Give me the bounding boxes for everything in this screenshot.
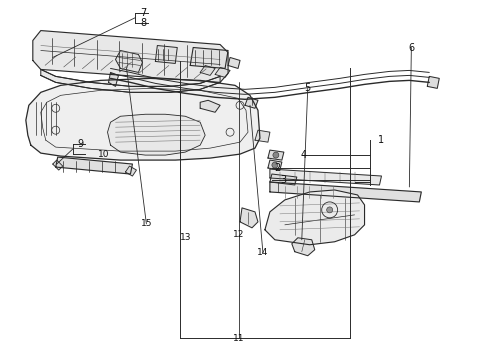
Polygon shape xyxy=(200,100,220,112)
Polygon shape xyxy=(268,160,282,170)
Text: 12: 12 xyxy=(233,230,245,239)
Polygon shape xyxy=(53,160,63,170)
Text: 15: 15 xyxy=(141,219,152,228)
Text: 5: 5 xyxy=(305,84,311,93)
Polygon shape xyxy=(116,50,143,72)
Polygon shape xyxy=(255,130,270,142)
Polygon shape xyxy=(427,76,439,88)
Text: 4: 4 xyxy=(301,150,307,160)
Polygon shape xyxy=(200,66,215,75)
Circle shape xyxy=(272,162,278,168)
Text: 14: 14 xyxy=(257,248,269,257)
Text: 1: 1 xyxy=(378,135,385,145)
Text: 8: 8 xyxy=(140,18,147,28)
Polygon shape xyxy=(270,182,421,202)
Circle shape xyxy=(273,152,279,158)
Polygon shape xyxy=(56,157,132,174)
Circle shape xyxy=(327,207,333,213)
Polygon shape xyxy=(268,150,284,160)
Polygon shape xyxy=(228,58,240,68)
Polygon shape xyxy=(240,208,258,228)
Polygon shape xyxy=(125,166,136,176)
Polygon shape xyxy=(245,97,258,108)
Text: 9: 9 xyxy=(77,139,84,149)
Polygon shape xyxy=(26,78,260,160)
Polygon shape xyxy=(265,190,365,245)
Polygon shape xyxy=(270,174,297,185)
Polygon shape xyxy=(190,48,228,68)
Text: 6: 6 xyxy=(408,42,415,53)
Polygon shape xyxy=(215,67,230,77)
Polygon shape xyxy=(270,169,382,185)
Polygon shape xyxy=(155,45,177,63)
Polygon shape xyxy=(108,72,119,86)
Text: 2: 2 xyxy=(275,163,281,173)
Polygon shape xyxy=(33,31,228,82)
Text: 13: 13 xyxy=(179,233,191,242)
Text: 3: 3 xyxy=(281,175,287,185)
Text: 7: 7 xyxy=(140,8,147,18)
Text: 11: 11 xyxy=(233,334,245,343)
Text: 10: 10 xyxy=(98,150,109,159)
Polygon shape xyxy=(41,69,220,92)
Polygon shape xyxy=(107,114,205,155)
Polygon shape xyxy=(292,238,315,256)
